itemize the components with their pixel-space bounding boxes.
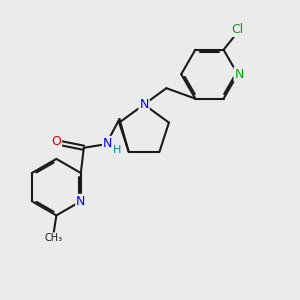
Text: H: H <box>113 145 122 154</box>
Text: CH₃: CH₃ <box>44 233 62 243</box>
Text: O: O <box>51 135 61 148</box>
Text: Cl: Cl <box>231 23 243 36</box>
Text: N: N <box>235 68 244 81</box>
Text: N: N <box>76 195 86 208</box>
Text: N: N <box>140 98 149 111</box>
Text: N: N <box>103 137 112 150</box>
